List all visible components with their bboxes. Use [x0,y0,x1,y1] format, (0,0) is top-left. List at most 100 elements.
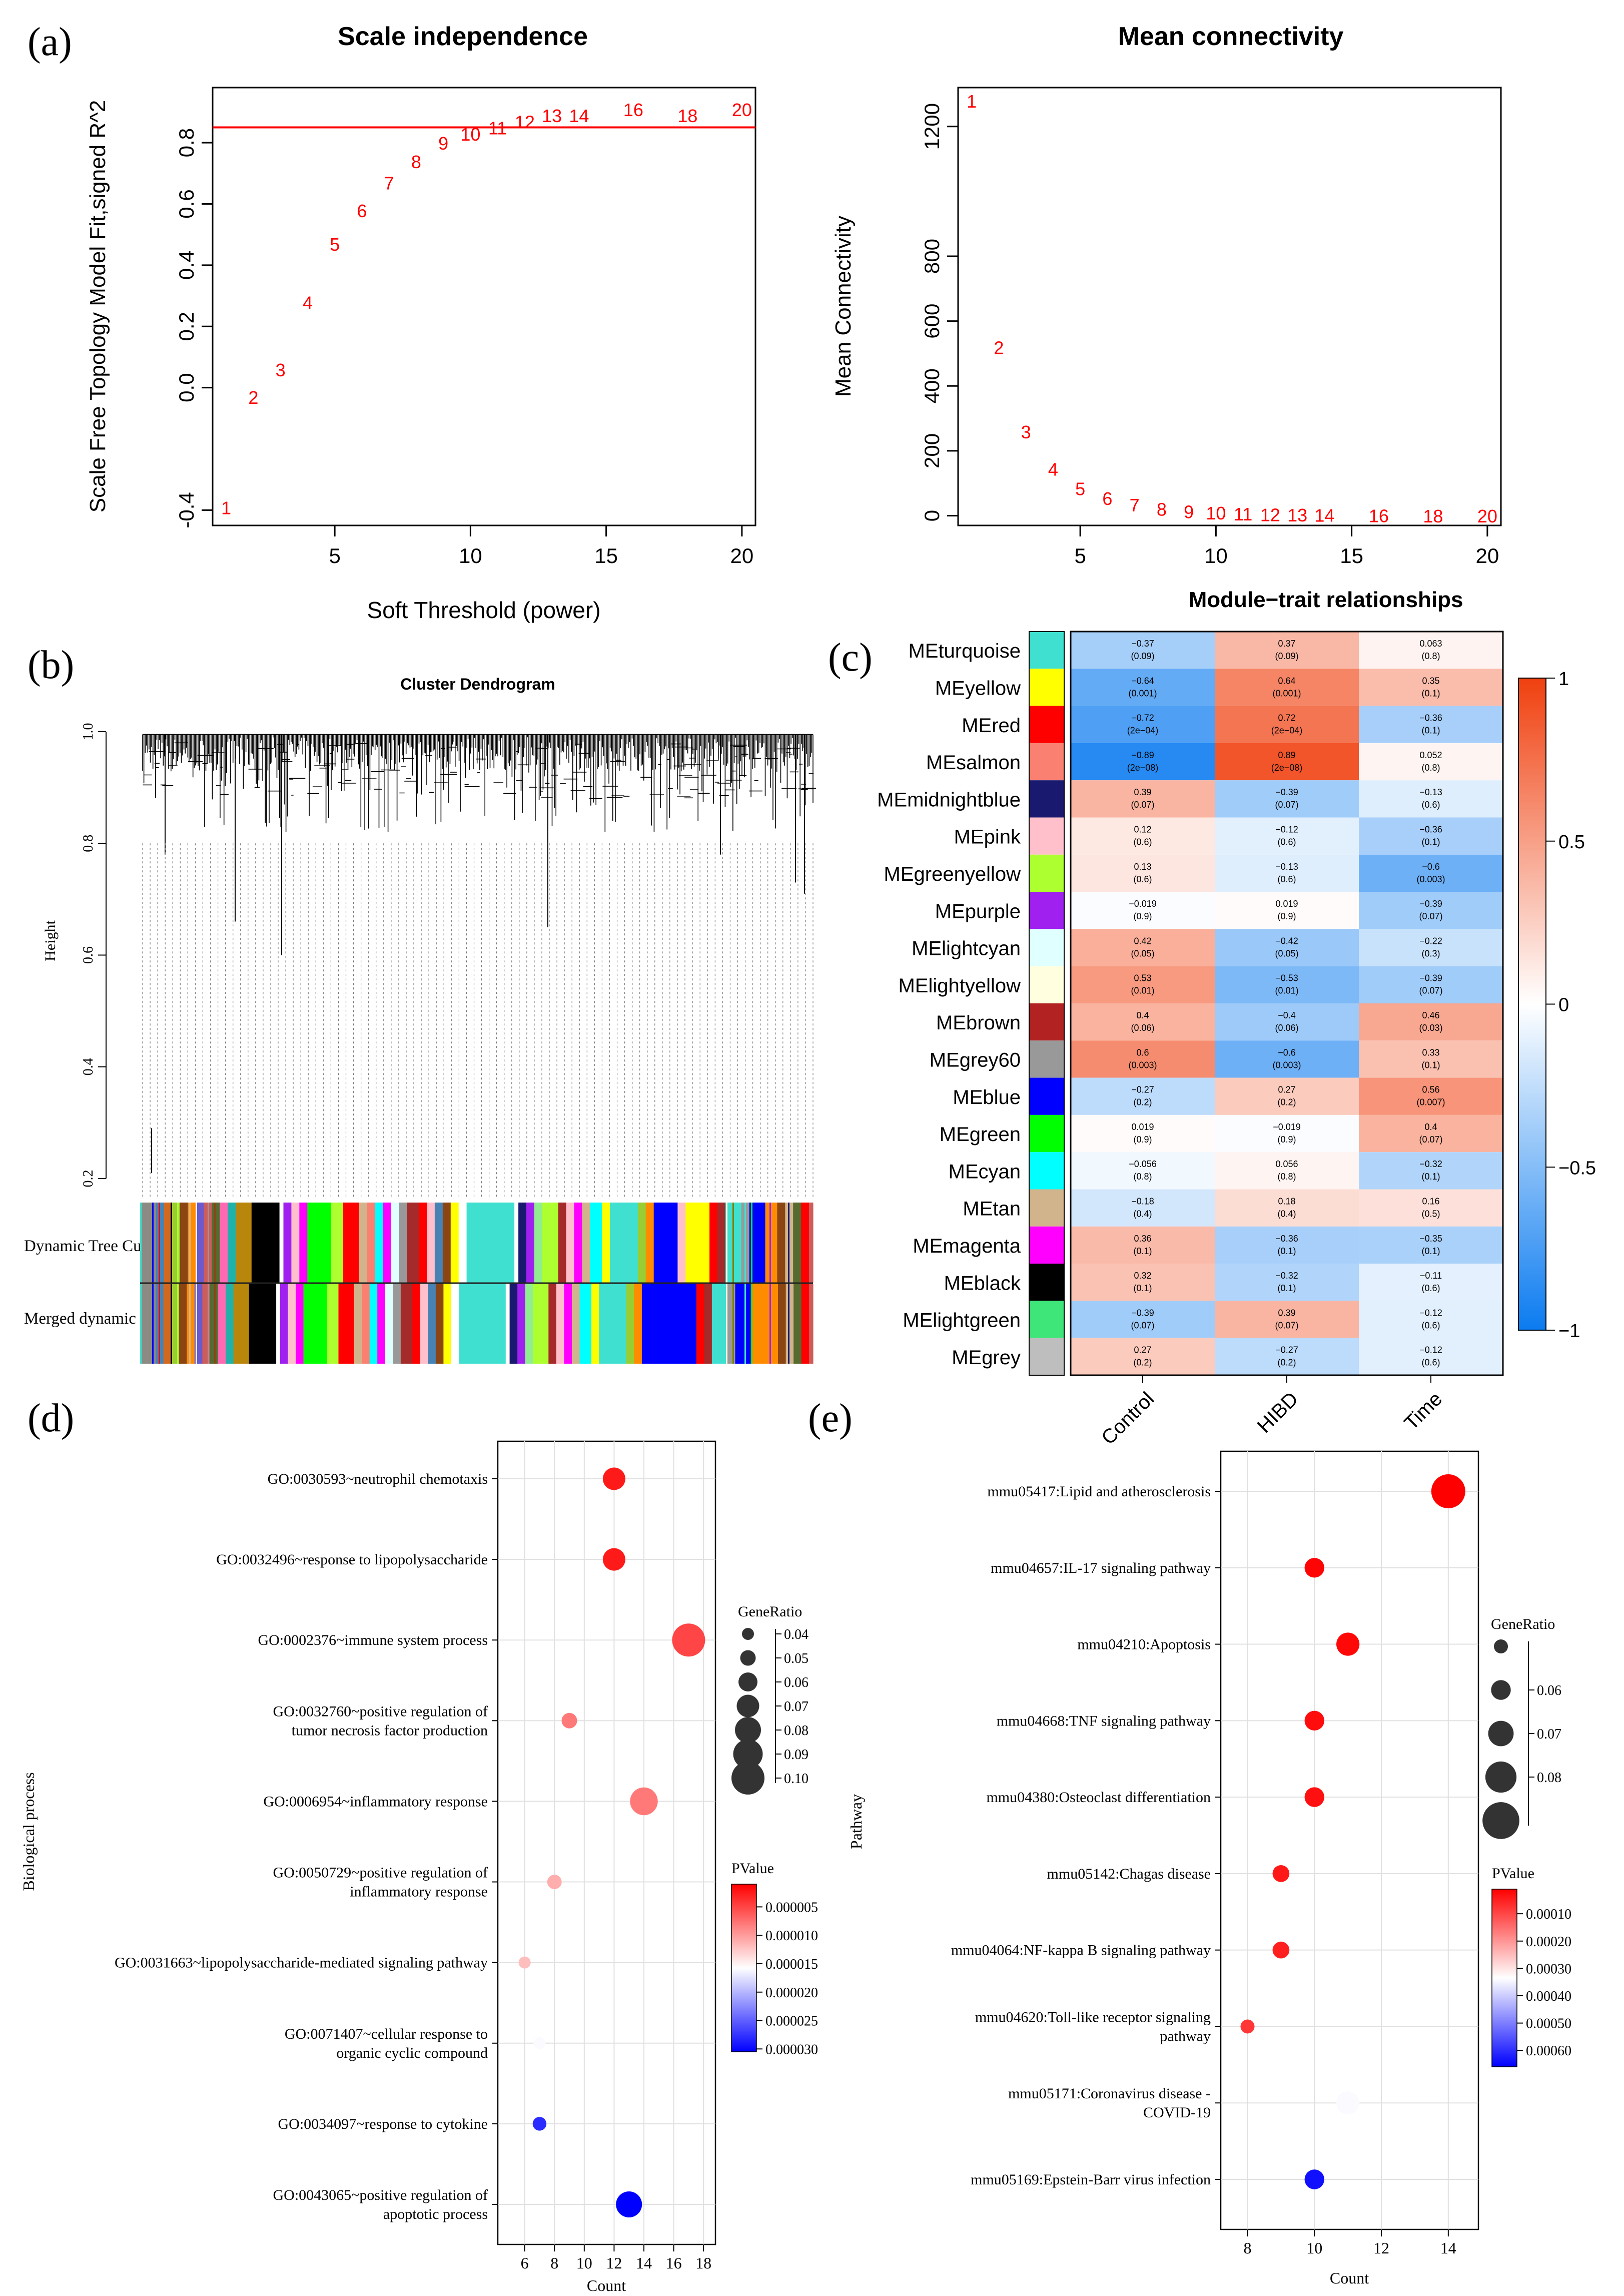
module-label: MEsalmon [926,752,1021,774]
merged-dynamic-segment [443,1284,452,1364]
x-tick-label: 8 [1244,2239,1252,2257]
merged-dynamic-segment [579,1284,592,1364]
color-legend-label: 0.000025 [765,2014,818,2029]
heatmap-cell [1215,892,1359,929]
scale-independence-x-ticks: 5 10 15 20 [329,525,753,567]
merged-dynamic-stripe [788,1284,789,1364]
dynamic-tree-cut-segment [450,1203,459,1283]
heatmap-cell [1071,669,1215,706]
heatmap-colorbar: 1 0.5 0 −0.5 −1 [1518,669,1596,1342]
dynamic-tree-cut-segment [709,1203,718,1283]
module-color-swatch [1029,1114,1064,1153]
dynamic-tree-cut-stripe [788,1203,789,1283]
dynamic-tree-cut-segment [283,1203,292,1283]
merged-dynamic-segment [385,1284,393,1364]
merged-dynamic-segment [793,1284,802,1364]
dynamic-tree-cut-stripe [732,1203,734,1283]
go-legends: GeneRatio 0.04 0.05 0.06 0.07 0.08 0.09 0.10 PVa… [731,1603,818,2057]
point-label: 18 [1423,506,1443,526]
heatmap-cell [1359,632,1503,669]
merged-dynamic-segment [599,1284,627,1364]
point-label: 7 [384,173,394,194]
heatmap-title: Module−trait relationships [1189,588,1463,612]
cell-pvalue: (0.9) [1277,911,1296,921]
cell-pvalue: (0.1) [1421,837,1440,847]
mean-connectivity-y-ticks: 0 200 400 600 800 1200 [920,103,958,521]
size-legend-bubble [1485,1761,1517,1793]
point-label: 5 [1075,478,1085,499]
x-tick-label: 18 [695,2254,711,2272]
dynamic-tree-cut-segment [427,1203,435,1283]
merged-dynamic-segment [377,1284,386,1364]
scale-independence-plot-frame [212,87,756,526]
x-tick-label: 15 [1340,544,1363,567]
merged-dynamic-stripe [726,1284,727,1364]
term-bubble [616,2191,642,2217]
dynamic-tree-cut-segment [685,1203,710,1283]
module-label: MEturquoise [908,640,1021,662]
heatmap-cell [1071,632,1215,669]
dynamic-tree-cut-segment [765,1203,777,1283]
cell-correlation: 0.37 [1278,639,1295,649]
color-legend-title: PValue [1492,1865,1534,1882]
heatmap-cell [1071,892,1215,929]
cell-pvalue: (2e−08) [1271,763,1303,773]
term-label: GO:0034097~response to cytokine [278,2116,488,2132]
size-legend-label: 0.10 [784,1771,808,1787]
heatmap-cell [1215,1114,1359,1153]
module-label: MEmagenta [913,1235,1021,1257]
dynamic-tree-cut-segment [164,1203,173,1283]
dynamic-tree-cut-segment [407,1203,419,1283]
dynamic-tree-cut-segment [434,1203,443,1283]
dynamic-tree-cut-stripe [159,1203,160,1283]
module-label: MEmidnightblue [877,789,1021,811]
cell-pvalue: (0.07) [1131,1320,1154,1330]
cell-pvalue: (0.2) [1133,1358,1152,1368]
heatmap-row: MEpink 0.12 (0.6) −0.12 (0.6) −0.36 (0.1) [954,817,1503,855]
y-tick-label: 0.8 [175,128,198,157]
module-color-swatch [1029,743,1064,781]
cell-pvalue: (0.01) [1275,986,1298,996]
dendrogram-ylabel: Height [42,920,59,961]
x-tick-label: 14 [1440,2239,1456,2257]
point-label: 20 [1477,506,1497,526]
module-label: MEgreen [940,1123,1021,1145]
merged-dynamic-segment [218,1284,226,1364]
merged-dynamic-segment [303,1284,327,1364]
cell-pvalue: (0.4) [1133,1209,1152,1219]
merged-dynamic-stripe [769,1284,771,1364]
size-legend-bubble [733,1739,763,1769]
heatmap-cell [1359,669,1503,706]
term-bubble [1240,2019,1255,2034]
merged-dynamic-segment [572,1284,580,1364]
heatmap-cell [1215,854,1359,892]
module-color-swatch [1029,929,1064,966]
heatmap-cell [1215,929,1359,966]
color-legend-bar [1491,1889,1517,2067]
leaf-lines [142,843,814,1199]
heatmap-cell [1215,966,1359,1003]
scale-independence-ylabel: Scale Free Topology Model Fit,signed R^2 [86,100,110,512]
cell-correlation: 0.32 [1134,1271,1151,1281]
heatmap-row: MEblue −0.27 (0.2) 0.27 (0.2) 0.56 (0.007) [953,1077,1503,1115]
x-tick-label: 5 [329,544,340,567]
y-tick-label: 400 [920,368,944,403]
go-ylabel: Biological process [20,1772,38,1891]
point-label: 9 [438,133,448,154]
point-label: 5 [330,234,340,255]
x-tick-label: 12 [606,2254,622,2272]
term-bubble [1336,2091,1360,2115]
point-label: 13 [1287,505,1307,525]
cell-pvalue: (0.8) [1421,763,1440,773]
term-label: COVID-19 [1143,2104,1211,2121]
dynamic-tree-cut-stripe [171,1203,172,1283]
dynamic-tree-cut-segment [196,1203,204,1283]
module-color-swatch [1029,892,1064,929]
cell-correlation: 0.4 [1424,1122,1437,1132]
heatmap-cell [1071,854,1215,892]
merged-dynamic-segment [393,1284,401,1364]
x-tick-label: 15 [594,544,618,567]
size-legend-label: 0.07 [1537,1727,1561,1742]
